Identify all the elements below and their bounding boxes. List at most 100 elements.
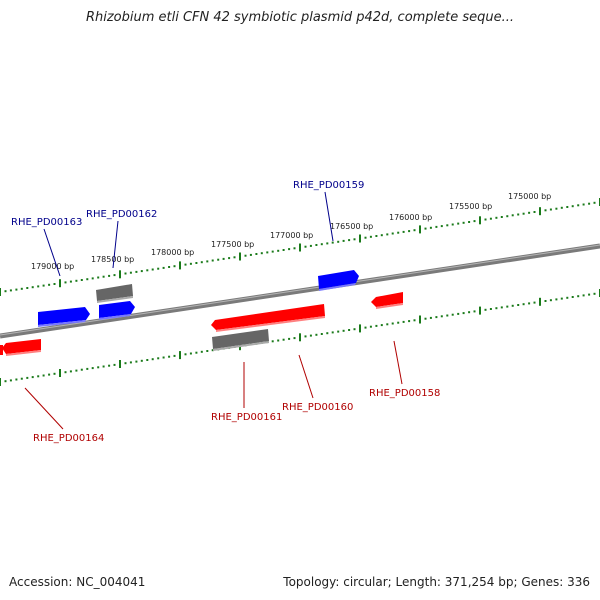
major-tick (299, 333, 301, 342)
minor-tick (200, 261, 203, 264)
gene-rhe-pd00163[interactable] (38, 307, 90, 327)
gene-label-rhe-pd00159[interactable]: RHE_PD00159 (293, 180, 364, 191)
bp-label-179000: 179000 bp (31, 262, 74, 271)
minor-tick (189, 352, 192, 355)
minor-tick (140, 359, 143, 362)
minor-tick (15, 288, 18, 291)
leader-rhe-pd00162 (112, 220, 119, 269)
minor-tick (277, 249, 280, 252)
minor-tick (315, 333, 318, 336)
minor-tick (528, 211, 531, 214)
minor-tick (331, 331, 334, 334)
feature-gray-upper[interactable] (96, 284, 133, 303)
minor-tick (544, 209, 547, 212)
minor-tick (31, 376, 34, 379)
gene-arrow-rhe-pd00164[interactable] (2, 339, 41, 354)
minor-tick (173, 354, 176, 357)
minor-tick (331, 241, 334, 244)
minor-tick (260, 252, 263, 255)
gene-rhe-pd00159[interactable] (318, 270, 359, 291)
minor-tick (211, 349, 214, 352)
gene-arrow-shadow (216, 316, 325, 332)
minor-tick (228, 257, 231, 260)
minor-tick (511, 304, 514, 307)
bp-label-178500: 178500 bp (91, 255, 134, 264)
minor-tick (48, 373, 51, 376)
plasmid-backbone (0, 243, 600, 339)
gene-arrow-rhe-pd00163[interactable] (38, 307, 90, 325)
minor-tick (446, 314, 449, 317)
minor-tick (244, 254, 247, 257)
bp-label-178000: 178000 bp (151, 248, 194, 257)
minor-tick (435, 316, 438, 319)
feature-block-shadow (213, 341, 269, 351)
major-tick (179, 261, 181, 270)
minor-tick (369, 325, 372, 328)
minor-tick (304, 245, 307, 248)
minor-tick (593, 201, 596, 204)
minor-tick (522, 303, 525, 306)
minor-tick (42, 374, 45, 377)
minor-tick (451, 223, 454, 226)
minor-tick (348, 329, 351, 331)
gene-arrow-shadow (6, 350, 41, 356)
minor-tick (53, 283, 56, 285)
gene-label-rhe-pd00158[interactable]: RHE_PD00158 (369, 388, 440, 399)
minor-tick (326, 242, 329, 245)
accession-info: Accession: NC_004041 (9, 575, 146, 589)
minor-tick (184, 353, 187, 356)
major-tick (179, 351, 181, 360)
gene-arrow-rhe-pd00162[interactable] (99, 301, 135, 318)
minor-tick (533, 301, 536, 304)
minor-tick (326, 332, 329, 335)
feature-block[interactable] (212, 329, 269, 349)
minor-tick (129, 271, 132, 274)
gene-arrow-partial[interactable] (0, 345, 3, 355)
gene-label-rhe-pd00161[interactable]: RHE_PD00161 (211, 412, 282, 423)
minor-tick (309, 334, 312, 337)
gene-rhe-pd00162[interactable] (99, 301, 135, 320)
gene-arrow-rhe-pd00160[interactable] (211, 304, 325, 330)
gene-rhe-pd00160[interactable] (211, 304, 325, 332)
gene-label-rhe-pd00160[interactable]: RHE_PD00160 (282, 402, 353, 413)
minor-tick (288, 248, 291, 251)
gene-label-rhe-pd00162[interactable]: RHE_PD00162 (86, 209, 157, 220)
minor-tick (86, 367, 89, 370)
minor-tick (555, 207, 558, 210)
minor-tick (549, 208, 552, 211)
minor-tick (271, 340, 274, 343)
minor-tick (560, 297, 563, 300)
minor-tick (320, 243, 323, 246)
major-tick (359, 234, 361, 243)
minor-tick (80, 279, 83, 281)
feature-gray-lower[interactable] (212, 329, 269, 351)
minor-tick (440, 315, 443, 318)
minor-tick (511, 214, 514, 217)
bp-label-175500: 175500 bp (449, 202, 492, 211)
minor-tick (408, 320, 411, 323)
minor-tick (468, 221, 471, 223)
minor-tick (386, 233, 389, 236)
major-tick (539, 297, 541, 306)
gene-rhe-pd00158[interactable] (371, 292, 403, 309)
minor-tick (571, 296, 574, 298)
gene-arrow-rhe-pd00159[interactable] (318, 270, 359, 289)
minor-tick (37, 285, 40, 288)
minor-tick (549, 299, 552, 302)
gene-label-rhe-pd00164[interactable]: RHE_PD00164 (33, 433, 104, 444)
minor-tick (500, 306, 503, 309)
gene-rhe-pd00164[interactable] (0, 339, 41, 356)
minor-tick (102, 275, 105, 278)
bp-label-176500: 176500 bp (330, 222, 373, 231)
minor-tick (337, 330, 340, 333)
plasmid-backbone-highlight (0, 244, 600, 336)
minor-tick (157, 267, 160, 270)
minor-tick (500, 216, 503, 218)
minor-tick (440, 225, 443, 228)
feature-block[interactable] (96, 284, 133, 301)
gene-label-rhe-pd00163[interactable]: RHE_PD00163 (11, 217, 82, 228)
gene-arrow-rhe-pd00158[interactable] (371, 292, 403, 307)
minor-tick (135, 270, 138, 273)
minor-tick (168, 355, 171, 358)
